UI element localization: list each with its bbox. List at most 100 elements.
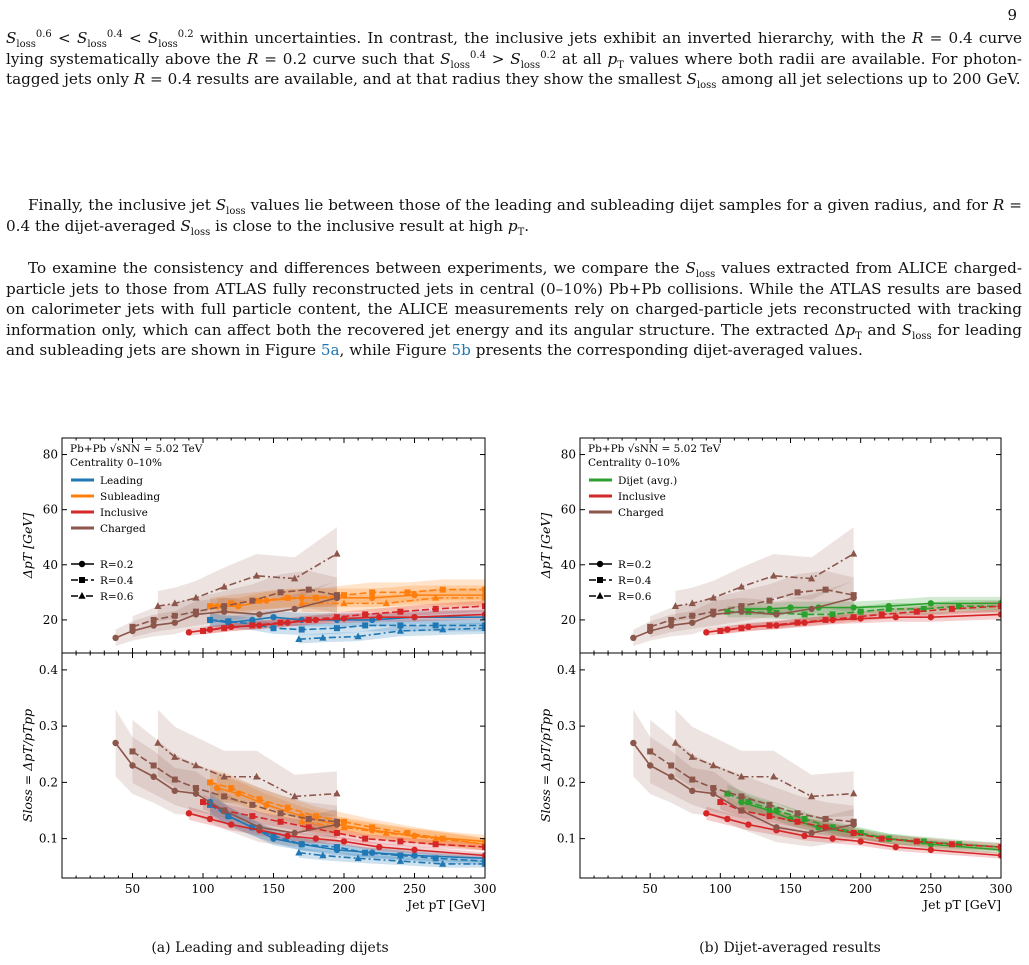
point-inclusive-R=0.2 — [376, 843, 383, 851]
band-subleading-R=0.4 — [210, 768, 485, 851]
y-tick-label: 60 — [43, 503, 58, 517]
point-subleading-R=0.2 — [213, 784, 221, 792]
y-tick-label: 20 — [43, 613, 58, 627]
point-charged-R=0.4 — [305, 815, 312, 822]
y-tick-label: 40 — [43, 558, 58, 572]
point-charged-R=0.6 — [333, 789, 341, 797]
p1-intro: within uncertainties. In contrast, the i… — [199, 29, 906, 47]
point-charged-R=0.4 — [738, 793, 745, 800]
band-charged-R=0.4 — [650, 719, 854, 838]
point-inclusive-R=0.2 — [411, 613, 418, 621]
point-subleading-R=0.2 — [411, 591, 418, 599]
point-charged-R=0.2 — [808, 829, 815, 837]
y-axis-label: ΔpT [GeV] — [538, 513, 553, 580]
x-tick-label: 300 — [474, 882, 497, 896]
line-inclusive-R=0.4 — [720, 801, 1001, 848]
header-line-1: Pb+Pb √sNN = 5.02 TeV — [70, 443, 203, 455]
point-subleading-R=0.4 — [228, 600, 235, 607]
figure-5b-link[interactable]: 5b — [451, 341, 471, 359]
point-charged-R=0.2 — [192, 790, 200, 797]
panel-a-top: 20 40 60 80 ΔpT [GeV] Pb+Pb √sNN = 5.02 TeV Ce… — [20, 437, 486, 654]
point-inclusive-R=0.2 — [703, 629, 710, 636]
y-tick-label: 80 — [43, 448, 58, 462]
point-charged-R=0.6 — [220, 582, 228, 590]
point-dijet-R=0.4 — [801, 611, 808, 618]
point-inclusive-R=0.2 — [703, 810, 710, 817]
band-charged-R=0.2 — [115, 709, 337, 847]
point-charged-R=0.4 — [822, 815, 829, 822]
point-leading-R=0.4 — [333, 625, 340, 632]
point-dijet-R=0.4 — [885, 605, 892, 612]
legend-radius-marker — [78, 592, 86, 599]
p1-line2c: values where both radii are available. F… — [6, 49, 1022, 89]
point-inclusive-R=0.4 — [948, 605, 955, 612]
figure-5a-link[interactable]: 5a — [320, 341, 340, 359]
point-inclusive-R=0.2 — [724, 626, 731, 633]
x-tick-label: 200 — [849, 882, 872, 896]
point-subleading-R=0.4 — [207, 779, 214, 786]
point-subleading-R=0.6 — [298, 817, 306, 825]
line-inclusive-R=0.4 — [202, 801, 485, 848]
p2-a: Finally, the inclusive jet — [28, 196, 211, 214]
paragraph-3: To examine the consistency and differenc… — [6, 259, 1023, 359]
point-inclusive-R=0.4 — [333, 830, 340, 836]
point-inclusive-R=0.4 — [249, 813, 256, 820]
point-subleading-R=0.4 — [284, 804, 291, 811]
point-charged-R=0.2 — [773, 611, 780, 618]
caption-a: (a) Leading and subleading dijets — [151, 940, 389, 956]
point-dijet-R=0.4 — [801, 815, 808, 822]
point-inclusive-R=0.2 — [340, 838, 348, 845]
point-inclusive-R=0.4 — [913, 608, 920, 615]
y-tick-label: 0.2 — [39, 775, 58, 789]
point-leading-R=0.6 — [319, 851, 327, 859]
point-subleading-R=0.2 — [263, 801, 270, 809]
point-dijet-R=0.4 — [857, 608, 864, 615]
point-leading-R=0.4 — [397, 852, 404, 859]
band-charged-R=0.6 — [157, 709, 337, 819]
line-subleading-R=0.4 — [209, 781, 485, 846]
point-inclusive-R=0.4 — [221, 625, 228, 632]
point-subleading-R=0.6 — [382, 829, 390, 836]
point-leading-R=0.6 — [396, 857, 404, 864]
point-inclusive-R=0.4 — [249, 622, 256, 629]
point-leading-R=0.4 — [270, 832, 277, 839]
point-subleading-R=0.6 — [340, 823, 348, 831]
y-axis-label: Sloss = ΔpT/pTpp — [20, 709, 35, 822]
point-charged-R=0.2 — [150, 622, 157, 629]
p2-b: values lie between those of the leading … — [250, 196, 988, 214]
point-charged-R=0.2 — [630, 634, 637, 642]
point-inclusive-R=0.4 — [850, 830, 857, 836]
point-charged-R=0.4 — [794, 589, 801, 596]
point-charged-R=0.6 — [291, 792, 299, 800]
point-inclusive-R=0.2 — [206, 626, 214, 633]
line-inclusive-R=0.2 — [706, 613, 1001, 634]
point-inclusive-R=0.4 — [362, 611, 369, 618]
legend-radius-label: R=0.2 — [100, 559, 133, 571]
point-charged-R=0.6 — [220, 772, 228, 780]
band-charged-R=0.6 — [675, 527, 854, 622]
line-leading-R=0.4 — [209, 619, 485, 631]
plot-area — [630, 527, 1001, 647]
point-charged-R=0.4 — [689, 776, 696, 783]
point-charged-R=0.2 — [220, 608, 228, 615]
point-leading-R=0.4 — [482, 622, 485, 629]
point-charged-R=0.4 — [333, 818, 340, 825]
header-line-2: Centrality 0–10% — [70, 457, 162, 469]
point-charged-R=0.2 — [668, 773, 675, 780]
point-leading-R=0.4 — [333, 844, 340, 851]
line-leading-R=0.4 — [209, 804, 485, 862]
x-tick-label: 50 — [125, 882, 140, 896]
point-subleading-R=0.4 — [341, 592, 347, 599]
y-tick-label: 0.3 — [39, 719, 58, 733]
point-leading-R=0.6 — [481, 624, 485, 631]
point-subleading-R=0.4 — [439, 835, 446, 842]
point-inclusive-R=0.4 — [794, 619, 801, 626]
point-charged-R=0.4 — [794, 810, 801, 817]
point-inclusive-R=0.2 — [892, 843, 899, 851]
point-charged-R=0.2 — [808, 605, 815, 613]
point-inclusive-R=0.2 — [724, 815, 731, 823]
line-inclusive-R=0.4 — [202, 605, 485, 632]
y-tick-label: 0.3 — [557, 719, 576, 733]
point-charged-R=0.2 — [668, 622, 675, 629]
point-inclusive-R=0.2 — [185, 629, 193, 636]
